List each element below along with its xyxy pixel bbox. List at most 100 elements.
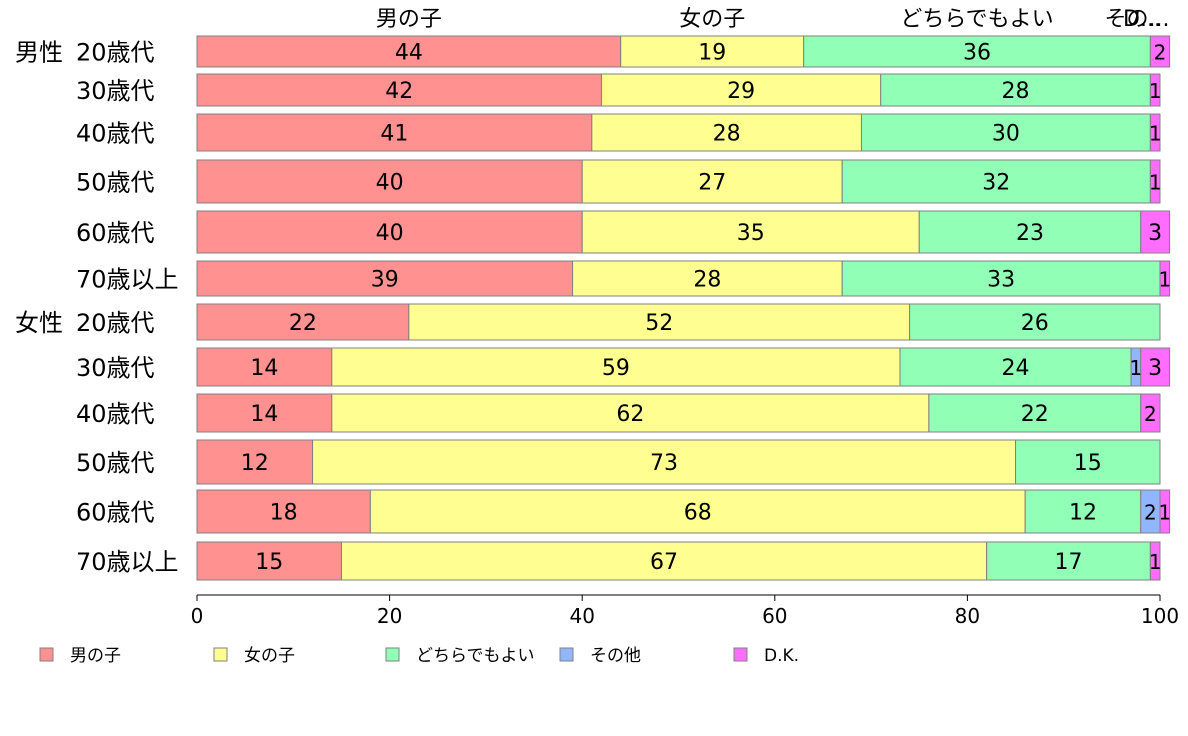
data-label: 68 (684, 501, 712, 526)
bar-segment (331, 393, 930, 433)
data-label: 22 (1021, 402, 1049, 427)
data-label: 17 (1055, 550, 1083, 575)
bar-segment (899, 347, 1132, 387)
data-label: 2 (1154, 41, 1167, 65)
bar-segment (620, 35, 805, 68)
data-label: 1 (1158, 501, 1171, 525)
data-label: 28 (1002, 79, 1030, 104)
category-label: 70歳以上 (76, 266, 179, 294)
data-label: 1 (1130, 356, 1143, 380)
data-label: 12 (1069, 501, 1097, 526)
bar-segment (1149, 159, 1161, 204)
data-label: 1 (1149, 550, 1162, 574)
data-label: 29 (727, 79, 755, 104)
data-label: 42 (385, 79, 413, 104)
x-tick-label: 100 (1141, 604, 1179, 628)
data-label: 22 (289, 311, 317, 336)
top-series-label: どちらでもよい (900, 7, 1053, 32)
bar-segment (1149, 113, 1161, 152)
bar-segment (196, 113, 593, 152)
bar-segment (1015, 439, 1161, 485)
bar-segment (600, 73, 882, 107)
bar-segment (1149, 73, 1161, 107)
bar-segment (196, 489, 371, 534)
x-tick-label: 60 (762, 604, 787, 628)
top-series-label: その... (1105, 7, 1170, 32)
legend-swatch (213, 647, 228, 662)
bar-segment (841, 159, 1151, 204)
legend: 男の子 女の子 どちらでもよい その他 D.K. (39, 646, 799, 666)
x-tick-label: 0 (191, 604, 204, 628)
top-series-label: D... (1123, 7, 1161, 32)
data-label: 18 (270, 501, 298, 526)
x-tick-label: 40 (569, 604, 594, 628)
data-label: 52 (645, 311, 673, 336)
data-label: 1 (1149, 122, 1162, 146)
top-series-label: 男の子 (376, 7, 442, 32)
data-label: 24 (1002, 356, 1030, 381)
category-label: 20歳代 (76, 39, 155, 67)
bar-segment (1149, 35, 1171, 68)
bar-segment (196, 303, 410, 341)
bar-segment (880, 73, 1151, 107)
x-tick-label: 80 (955, 604, 980, 628)
category-label: 20歳代 (76, 309, 155, 337)
data-label: 40 (376, 221, 404, 246)
legend-label: 男の子 (70, 646, 121, 666)
bar-segment (572, 260, 843, 297)
bar-segment (1159, 489, 1171, 534)
bar-segment (1024, 489, 1142, 534)
legend-swatch (385, 647, 400, 662)
category-label: 50歳代 (76, 449, 155, 477)
bar-segment (196, 393, 333, 433)
bar-segment (591, 113, 862, 152)
data-label: 27 (698, 171, 726, 196)
top-series-labels: 男の子 女の子 どちらでもよい その...D... (376, 7, 1170, 32)
data-label: 12 (241, 451, 269, 476)
category-label: 60歳代 (76, 499, 155, 527)
bar-segment (1140, 210, 1171, 254)
data-label: 73 (650, 451, 678, 476)
group-label: 男性 (15, 39, 63, 67)
data-label: 14 (250, 356, 278, 381)
data-label: 1 (1149, 171, 1162, 195)
x-tick-label: 20 (377, 604, 402, 628)
bar-segment (196, 210, 583, 254)
data-label: 15 (1074, 451, 1102, 476)
data-label: 35 (737, 221, 765, 246)
category-label: 50歳代 (76, 169, 155, 197)
data-label: 23 (1016, 221, 1044, 246)
data-label: 67 (650, 550, 678, 575)
legend-swatch (733, 647, 748, 662)
data-label: 41 (380, 122, 408, 147)
bar-segment (1149, 541, 1161, 581)
group-label: 女性 (15, 309, 63, 337)
legend-label: その他 (590, 646, 641, 666)
data-label: 33 (987, 268, 1015, 293)
data-label: 40 (376, 171, 404, 196)
data-label: 3 (1148, 221, 1162, 246)
bars: 44 19 36 242 29 28 141 28 30 140 27 32 140 35 23 339 28 3… (196, 35, 1171, 581)
data-label: 1 (1149, 79, 1162, 103)
bar-segment (196, 35, 622, 68)
bar-segment (581, 210, 920, 254)
data-label: 39 (371, 268, 399, 293)
legend-label: D.K. (764, 646, 799, 666)
category-label: 40歳代 (76, 400, 155, 428)
bar-segment (331, 347, 901, 387)
data-label: 2 (1144, 501, 1157, 525)
bar-segment (340, 541, 988, 581)
category-label: 40歳代 (76, 120, 155, 148)
category-label: 30歳代 (76, 77, 155, 105)
data-label: 28 (713, 122, 741, 147)
legend-label: どちらでもよい (416, 646, 535, 666)
data-label: 14 (250, 402, 278, 427)
data-label: 1 (1158, 268, 1171, 292)
top-series-label: 女の子 (679, 7, 745, 32)
bar-segment (841, 260, 1161, 297)
data-label: 59 (602, 356, 630, 381)
bar-segment (1140, 347, 1171, 387)
category-label: 30歳代 (76, 354, 155, 382)
bar-segment (196, 159, 583, 204)
